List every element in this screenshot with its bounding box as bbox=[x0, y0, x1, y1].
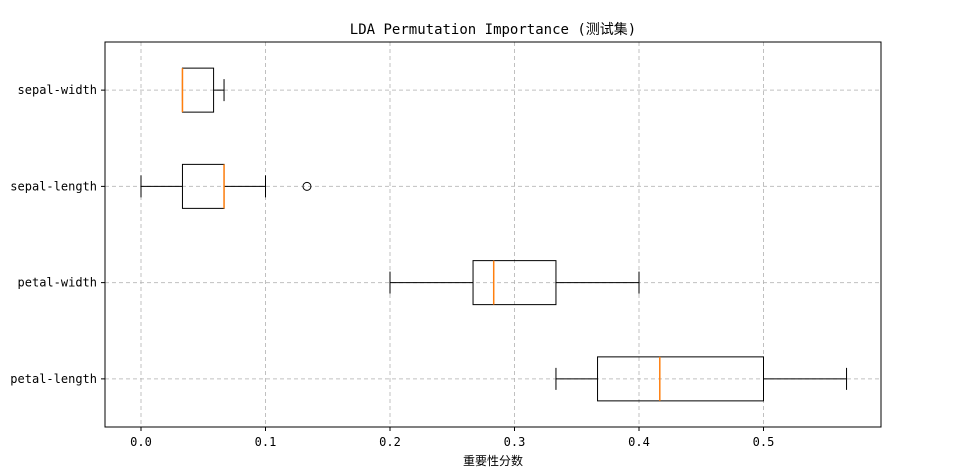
outlier-point bbox=[302, 181, 312, 191]
x-tick-label: 0.2 bbox=[379, 435, 401, 449]
x-axis-ticks: 0.0 0.1 0.2 0.3 0.4 0.5 bbox=[130, 427, 774, 449]
chart-title: LDA Permutation Importance (测试集) bbox=[350, 21, 636, 38]
grid-lines bbox=[105, 42, 881, 427]
y-tick-label: petal-length bbox=[10, 372, 97, 386]
x-axis-label: 重要性分数 bbox=[463, 453, 523, 468]
y-tick-label: petal-width bbox=[18, 276, 97, 290]
y-tick-label: sepal-width bbox=[18, 83, 97, 97]
x-tick-label: 0.1 bbox=[255, 435, 277, 449]
y-tick-label: sepal-length bbox=[10, 179, 97, 193]
box-iqr bbox=[597, 356, 764, 402]
box-iqr bbox=[472, 260, 557, 306]
x-tick-label: 0.3 bbox=[504, 435, 526, 449]
plot-frame bbox=[104, 41, 882, 428]
x-tick-label: 0.5 bbox=[753, 435, 775, 449]
y-axis-ticks: petal-length petal-width sepal-length sepal… bbox=[10, 83, 105, 386]
boxes-layer bbox=[140, 67, 848, 402]
x-tick-label: 0.4 bbox=[628, 435, 650, 449]
x-tick-label: 0.0 bbox=[130, 435, 152, 449]
